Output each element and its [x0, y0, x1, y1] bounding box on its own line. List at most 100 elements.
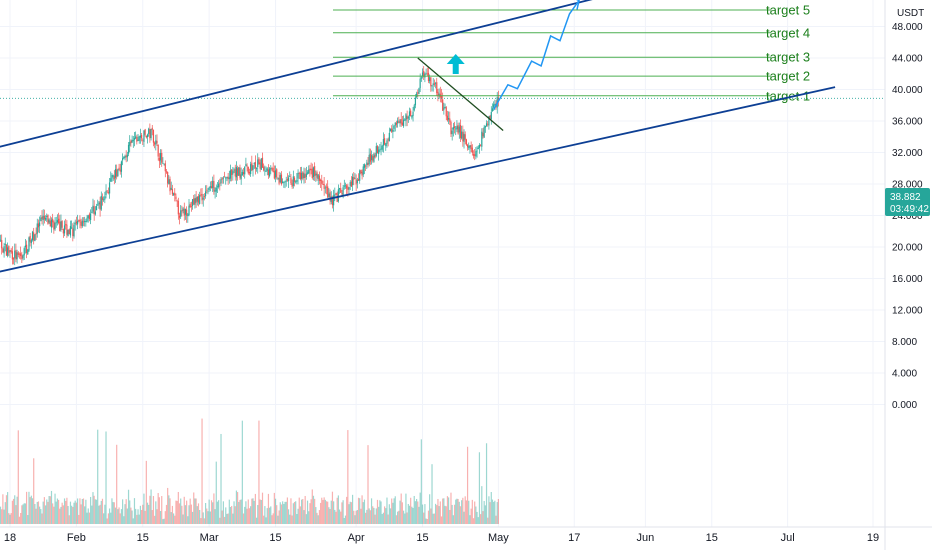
price-tick-label: 36.000: [892, 117, 923, 128]
volume-bar: [360, 508, 362, 524]
volume-bar: [104, 504, 106, 524]
candle-body: [222, 177, 224, 179]
volume-bar: [144, 510, 146, 524]
currency-label[interactable]: USDT: [897, 8, 924, 19]
volume-bar: [388, 504, 390, 524]
volume-bar: [318, 510, 320, 524]
candle-body: [370, 155, 373, 161]
candle-body: [443, 107, 445, 110]
volume-bar: [453, 504, 456, 524]
volume-bar: [227, 513, 229, 524]
candle-body: [113, 175, 115, 180]
candle-body: [425, 73, 427, 75]
candle-body: [376, 146, 379, 154]
volume-bar: [302, 499, 304, 524]
volume-bar: [114, 507, 117, 524]
candle-body: [98, 202, 100, 205]
candle-body: [99, 201, 101, 210]
candle-body: [20, 253, 22, 257]
volume-bar: [253, 500, 255, 524]
volume-bar: [497, 499, 500, 524]
candle-body: [180, 210, 182, 217]
candle-body: [433, 83, 435, 85]
candle-body: [203, 196, 206, 197]
candle-body: [410, 110, 412, 117]
volume-bar: [200, 518, 202, 524]
volume-bar: [286, 497, 288, 524]
volume-bar: [308, 511, 310, 524]
volume-bar: [348, 504, 350, 524]
projection-arrowhead: [576, 0, 580, 10]
candle-body: [476, 150, 478, 152]
volume-bar: [296, 513, 298, 524]
candle-body: [158, 157, 160, 162]
volume-bar: [374, 514, 376, 524]
candle-body: [490, 111, 492, 120]
volume-bar: [34, 504, 36, 524]
candle-body: [354, 178, 356, 180]
price-axis[interactable]: 60.00056.00052.00048.00044.00040.00036.0…: [892, 0, 923, 411]
volume-bar: [259, 499, 261, 524]
volume-bar: [60, 506, 62, 524]
candle-body: [69, 226, 72, 236]
volume-bar: [170, 512, 172, 524]
candle-body: [421, 72, 424, 77]
candle-body: [221, 178, 223, 180]
volume-bar: [43, 497, 45, 524]
candle-body: [247, 166, 249, 174]
candle-body: [111, 175, 113, 179]
candle-body: [438, 93, 440, 96]
volume-bar: [340, 511, 342, 524]
candle-body: [225, 177, 227, 179]
candle-body: [72, 228, 74, 236]
candle-body: [5, 244, 8, 256]
volume-bar: [171, 505, 174, 524]
volume-bar: [337, 495, 339, 524]
candle-body: [446, 115, 449, 121]
volume-bar: [156, 509, 158, 524]
time-axis[interactable]: 18 Feb 15 Mar 15 Apr 15 May 17 Jun 15 Jul 19: [4, 532, 879, 544]
volume-bar: [310, 499, 312, 524]
volume-bar: [167, 487, 169, 524]
volume-bar: [446, 496, 449, 524]
candle-body: [100, 195, 102, 210]
volume-bar: [28, 491, 30, 524]
candle-body: [73, 225, 75, 237]
candle-body: [8, 246, 10, 253]
candle-body: [470, 145, 472, 149]
candle-body: [392, 129, 394, 132]
candle-body: [171, 189, 174, 195]
volume-bar: [378, 506, 380, 524]
candle-body: [105, 190, 107, 196]
volume-bar: [458, 501, 460, 524]
candle-body: [359, 170, 361, 181]
volume-bar: [44, 505, 47, 524]
candle-body: [266, 168, 268, 171]
candle-body: [310, 169, 312, 171]
volume-bar: [399, 500, 401, 524]
candle-body: [430, 77, 432, 87]
candle-body: [186, 209, 188, 216]
candle-body: [91, 211, 93, 213]
volume-bar: [150, 489, 152, 524]
candle-body: [164, 163, 166, 172]
volume-bar: [165, 504, 168, 524]
candle-body: [488, 116, 490, 126]
volume-bar: [312, 495, 315, 524]
candle-body: [296, 179, 298, 182]
candle-body: [34, 234, 36, 242]
volume-bar: [362, 502, 364, 524]
volume-bar: [154, 515, 156, 524]
volume-bar: [196, 506, 198, 524]
candle-body: [342, 187, 344, 195]
volume-bar: [402, 510, 405, 524]
candle-body: [204, 191, 207, 197]
volume-bar: [266, 508, 268, 524]
volume-bar: [33, 458, 35, 524]
volume-bar: [152, 496, 155, 524]
candle-body: [162, 163, 164, 164]
candle-body: [30, 240, 32, 244]
volume-bar: [466, 446, 469, 524]
candle-body: [271, 168, 273, 170]
